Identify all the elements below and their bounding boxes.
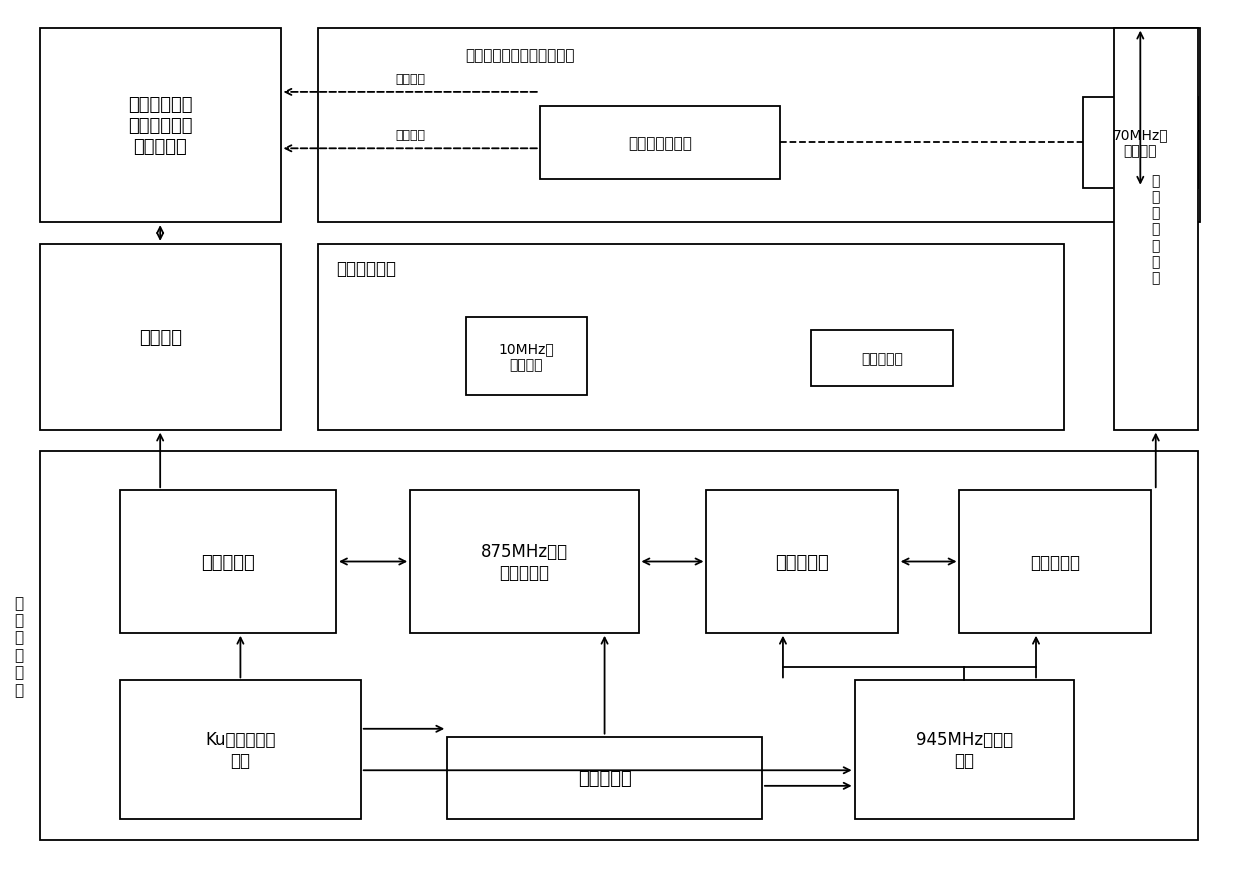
FancyBboxPatch shape: [539, 106, 780, 180]
Text: Ku波段频率综
合器: Ku波段频率综 合器: [205, 730, 275, 769]
Text: 中频混频器: 中频混频器: [775, 553, 830, 571]
FancyBboxPatch shape: [40, 452, 1198, 840]
Text: 控制信号源: 控制信号源: [862, 352, 903, 366]
Text: 发射通道: 发射通道: [396, 73, 425, 86]
Text: 945MHz频率综
合器: 945MHz频率综 合器: [916, 730, 1013, 769]
FancyBboxPatch shape: [960, 491, 1151, 634]
Text: 10MHz参
考信号源: 10MHz参 考信号源: [498, 342, 554, 372]
Text: 天馈单元: 天馈单元: [139, 328, 182, 347]
Text: 接收通道: 接收通道: [396, 129, 425, 143]
Text: 变频控制器: 变频控制器: [578, 769, 631, 786]
Text: 信
号
处
理
单
元: 信 号 处 理 单 元: [15, 595, 24, 697]
FancyBboxPatch shape: [120, 491, 336, 634]
Text: 双向放大器: 双向放大器: [1030, 553, 1080, 571]
FancyBboxPatch shape: [410, 491, 639, 634]
FancyBboxPatch shape: [707, 491, 898, 634]
FancyBboxPatch shape: [1083, 97, 1198, 189]
FancyBboxPatch shape: [317, 244, 1064, 430]
FancyBboxPatch shape: [317, 29, 1200, 223]
Text: 控制校准单元: 控制校准单元: [336, 259, 396, 277]
Text: 卫星双向时间
频率传递系统
的卫星天线: 卫星双向时间 频率传递系统 的卫星天线: [128, 96, 192, 156]
Text: 前端混频器: 前端混频器: [201, 553, 255, 571]
Text: 875MHz中频
带通滤波器: 875MHz中频 带通滤波器: [481, 542, 568, 581]
FancyBboxPatch shape: [1114, 29, 1198, 430]
Text: 70MHz中
频信号源: 70MHz中 频信号源: [1112, 128, 1168, 158]
Text: 双
向
切
换
控
制
器: 双 向 切 换 控 制 器: [1152, 174, 1159, 285]
FancyBboxPatch shape: [466, 318, 587, 395]
FancyBboxPatch shape: [811, 331, 954, 387]
FancyBboxPatch shape: [40, 244, 280, 430]
Text: 卫星双向时间频率传递系统: 卫星双向时间频率传递系统: [466, 48, 575, 63]
Text: 时间间隔计数器: 时间间隔计数器: [629, 136, 692, 150]
FancyBboxPatch shape: [448, 737, 761, 819]
FancyBboxPatch shape: [40, 29, 280, 223]
FancyBboxPatch shape: [120, 680, 361, 819]
FancyBboxPatch shape: [854, 680, 1074, 819]
